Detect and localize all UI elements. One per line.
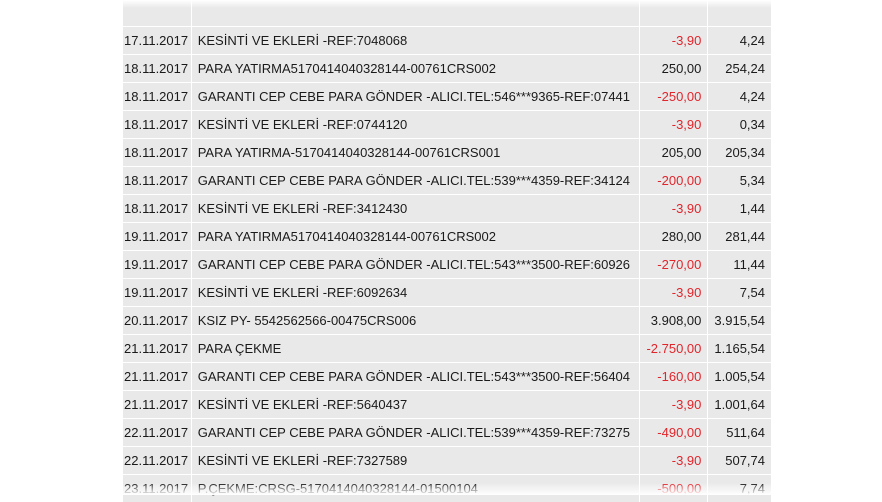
transaction-balance: 4,24 <box>707 26 771 54</box>
transaction-balance: 507,74 <box>707 446 771 474</box>
transaction-balance: 5,34 <box>707 166 771 194</box>
transaction-row: 21.11.2017 GARANTI CEP CEBE PARA GÖNDER -… <box>123 362 771 390</box>
transaction-row: 20.11.2017 KSIZ PY- 5542562566-00475CRS00… <box>123 306 771 334</box>
transaction-description: KESİNTİ VE EKLERİ -REF:6092634 <box>190 278 640 306</box>
transaction-row: 18.11.2017 KESİNTİ VE EKLERİ -REF:3412430… <box>123 194 771 222</box>
transaction-balance: 7,74 <box>707 474 771 502</box>
transaction-date: 18.11.2017 <box>123 82 191 110</box>
transaction-amount: -3,90 <box>639 390 708 418</box>
transaction-balance: 1.001,64 <box>707 390 771 418</box>
transaction-amount: -160,00 <box>639 362 708 390</box>
transaction-amount: -200,00 <box>639 166 708 194</box>
transaction-description: KESİNTİ VE EKLERİ -REF:7327589 <box>190 446 640 474</box>
transaction-date: 22.11.2017 <box>123 446 191 474</box>
transaction-amount: -3,90 <box>639 110 708 138</box>
transaction-row: 18.11.2017 PARA YATIRMA-5170414040328144-… <box>123 138 771 166</box>
transaction-balance: 254,24 <box>707 54 771 82</box>
transaction-amount: -3,90 <box>639 26 708 54</box>
transaction-amount: -270,00 <box>639 250 708 278</box>
transaction-date: 22.11.2017 <box>123 418 191 446</box>
transaction-balance: 205,34 <box>707 138 771 166</box>
transaction-balance <box>707 0 771 26</box>
transaction-amount: -490,00 <box>639 418 708 446</box>
transaction-amount: -500,00 <box>639 474 708 502</box>
transaction-description: P.ÇEKME:CRSG-5170414040328144-01500104 <box>190 474 640 502</box>
transaction-row <box>123 0 771 26</box>
transaction-amount: -3,90 <box>639 446 708 474</box>
transaction-date: 19.11.2017 <box>123 250 191 278</box>
transaction-row: 22.11.2017 KESİNTİ VE EKLERİ -REF:7327589… <box>123 446 771 474</box>
transaction-amount: 205,00 <box>639 138 708 166</box>
transaction-row: 18.11.2017 GARANTI CEP CEBE PARA GÖNDER -… <box>123 82 771 110</box>
transaction-balance: 1.005,54 <box>707 362 771 390</box>
transaction-balance: 281,44 <box>707 222 771 250</box>
transaction-date: 18.11.2017 <box>123 54 191 82</box>
transaction-description: KESİNTİ VE EKLERİ -REF:3412430 <box>190 194 640 222</box>
transaction-description: PARA YATIRMA-5170414040328144-00761CRS00… <box>190 138 640 166</box>
transaction-date <box>123 0 191 26</box>
transaction-balance: 7,54 <box>707 278 771 306</box>
transaction-row: 21.11.2017 PARA ÇEKME -2.750,00 1.165,54 <box>123 334 771 362</box>
transaction-date: 18.11.2017 <box>123 166 191 194</box>
transaction-amount: -250,00 <box>639 82 708 110</box>
transaction-date: 18.11.2017 <box>123 194 191 222</box>
transaction-description: KESİNTİ VE EKLERİ -REF:7048068 <box>190 26 640 54</box>
transaction-table: 17.11.2017 KESİNTİ VE EKLERİ -REF:7048068… <box>123 0 771 502</box>
transaction-date: 21.11.2017 <box>123 362 191 390</box>
transaction-row: 17.11.2017 KESİNTİ VE EKLERİ -REF:7048068… <box>123 26 771 54</box>
transaction-date: 17.11.2017 <box>123 26 191 54</box>
transaction-balance: 3.915,54 <box>707 306 771 334</box>
transaction-amount: 3.908,00 <box>639 306 708 334</box>
transaction-balance: 1,44 <box>707 194 771 222</box>
transaction-amount: -2.750,00 <box>639 334 708 362</box>
transaction-row: 18.11.2017 PARA YATIRMA5170414040328144-0… <box>123 54 771 82</box>
transaction-date: 21.11.2017 <box>123 390 191 418</box>
transaction-row: 22.11.2017 GARANTI CEP CEBE PARA GÖNDER -… <box>123 418 771 446</box>
transaction-row: 18.11.2017 GARANTI CEP CEBE PARA GÖNDER -… <box>123 166 771 194</box>
transaction-balance: 1.165,54 <box>707 334 771 362</box>
transaction-balance: 4,24 <box>707 82 771 110</box>
transaction-amount: -3,90 <box>639 278 708 306</box>
transaction-date: 19.11.2017 <box>123 278 191 306</box>
transaction-date: 21.11.2017 <box>123 334 191 362</box>
transaction-row: 18.11.2017 KESİNTİ VE EKLERİ -REF:0744120… <box>123 110 771 138</box>
transaction-description: GARANTI CEP CEBE PARA GÖNDER -ALICI.TEL:… <box>190 418 640 446</box>
transaction-date: 23.11.2017 <box>123 474 191 502</box>
transaction-description: KSIZ PY- 5542562566-00475CRS006 <box>190 306 640 334</box>
transaction-rows: 17.11.2017 KESİNTİ VE EKLERİ -REF:7048068… <box>123 0 771 502</box>
transaction-description <box>190 0 640 26</box>
transaction-balance: 11,44 <box>707 250 771 278</box>
transaction-description: KESİNTİ VE EKLERİ -REF:0744120 <box>190 110 640 138</box>
transaction-row: 21.11.2017 KESİNTİ VE EKLERİ -REF:5640437… <box>123 390 771 418</box>
transaction-amount: -3,90 <box>639 194 708 222</box>
transaction-description: GARANTI CEP CEBE PARA GÖNDER -ALICI.TEL:… <box>190 166 640 194</box>
transaction-amount: 280,00 <box>639 222 708 250</box>
transaction-description: GARANTI CEP CEBE PARA GÖNDER -ALICI.TEL:… <box>190 362 640 390</box>
transaction-description: KESİNTİ VE EKLERİ -REF:5640437 <box>190 390 640 418</box>
transaction-row: 19.11.2017 KESİNTİ VE EKLERİ -REF:6092634… <box>123 278 771 306</box>
transaction-balance: 0,34 <box>707 110 771 138</box>
transaction-description: PARA YATIRMA5170414040328144-00761CRS002 <box>190 54 640 82</box>
transaction-row: 19.11.2017 GARANTI CEP CEBE PARA GÖNDER -… <box>123 250 771 278</box>
transaction-row: 19.11.2017 PARA YATIRMA5170414040328144-0… <box>123 222 771 250</box>
transaction-row: 23.11.2017 P.ÇEKME:CRSG-5170414040328144-… <box>123 474 771 502</box>
transaction-balance: 511,64 <box>707 418 771 446</box>
transaction-description: GARANTI CEP CEBE PARA GÖNDER -ALICI.TEL:… <box>190 82 640 110</box>
transaction-amount: 250,00 <box>639 54 708 82</box>
transaction-date: 20.11.2017 <box>123 306 191 334</box>
transaction-description: GARANTI CEP CEBE PARA GÖNDER -ALICI.TEL:… <box>190 250 640 278</box>
transaction-date: 18.11.2017 <box>123 138 191 166</box>
transaction-amount <box>639 0 708 26</box>
transaction-date: 18.11.2017 <box>123 110 191 138</box>
transaction-description: PARA ÇEKME <box>190 334 640 362</box>
transaction-date: 19.11.2017 <box>123 222 191 250</box>
transaction-description: PARA YATIRMA5170414040328144-00761CRS002 <box>190 222 640 250</box>
